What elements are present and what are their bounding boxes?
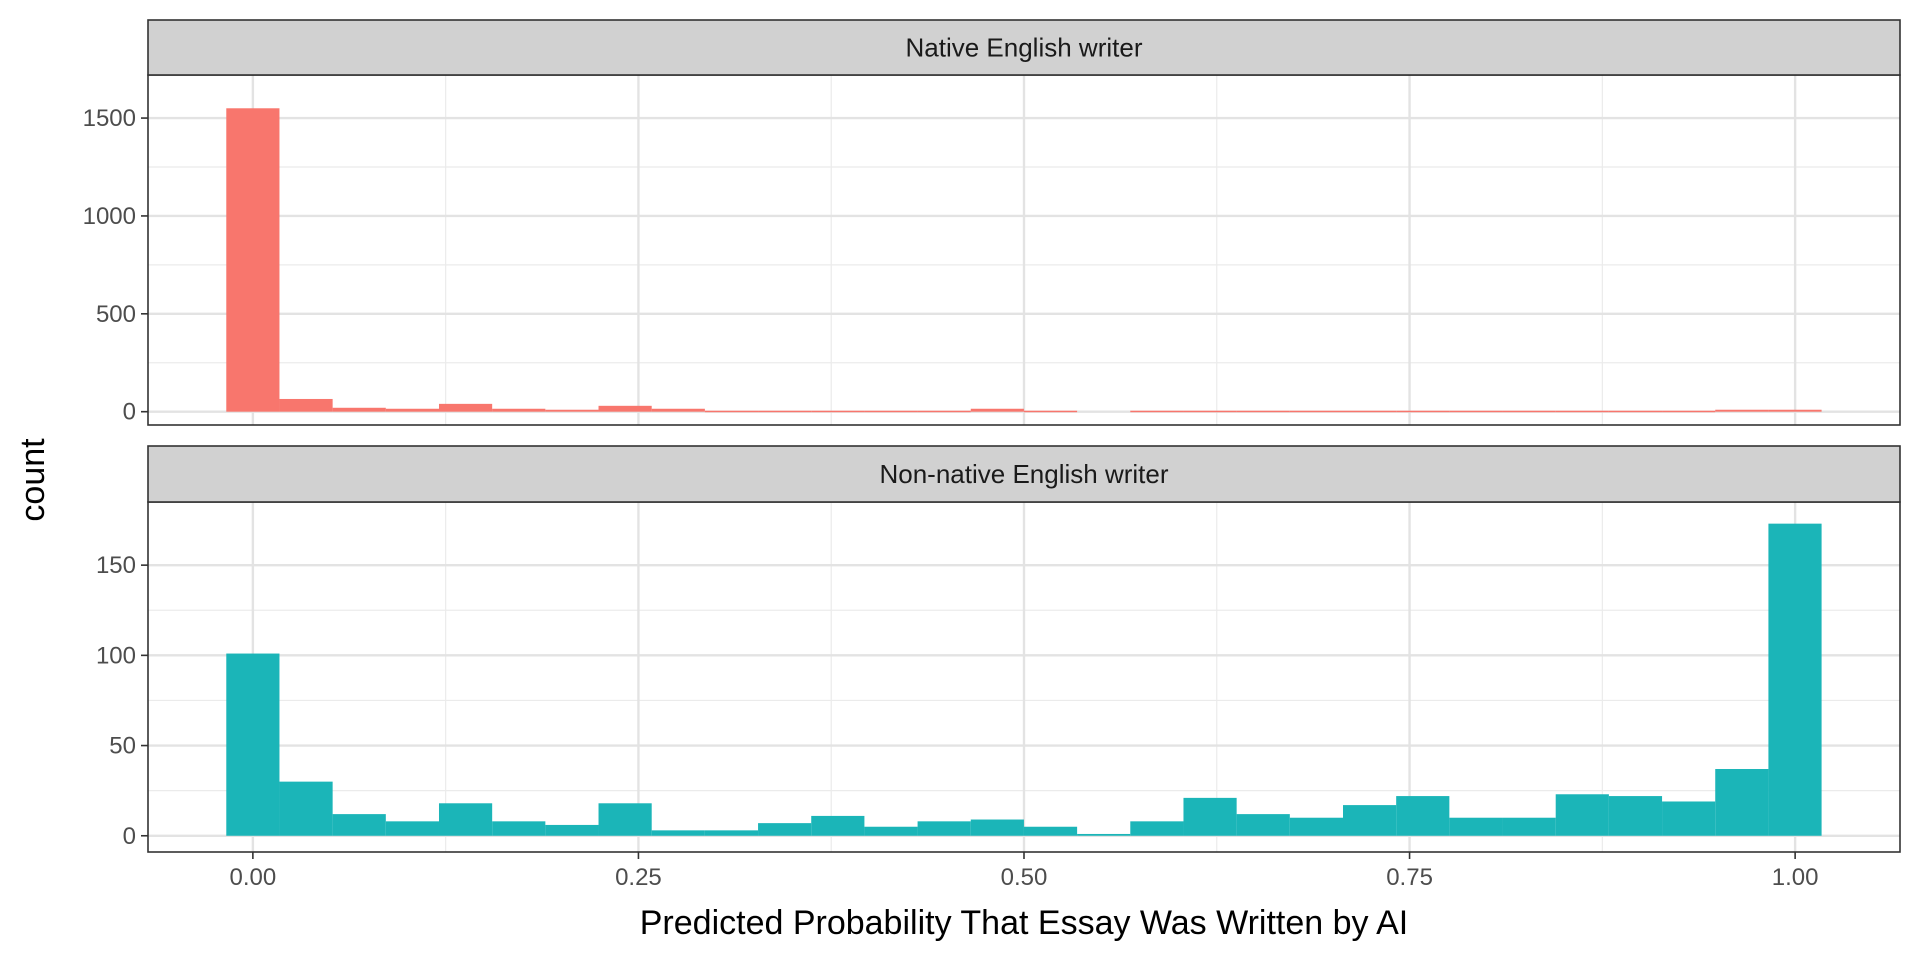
histogram-bar (1236, 814, 1290, 836)
facet-strip-label: Native English writer (906, 33, 1143, 63)
histogram-bar (1183, 410, 1237, 413)
histogram-bar (758, 410, 812, 413)
x-tick-label: 0.25 (615, 864, 662, 891)
histogram-bar (492, 408, 546, 412)
histogram-bar (970, 819, 1024, 836)
histogram-bar (1555, 410, 1609, 413)
x-tick-label: 0.75 (1386, 864, 1433, 891)
facet-panel-2: Non-native English writer 0 50 100 150 (96, 445, 1901, 853)
y-tick-label: 500 (96, 301, 136, 328)
histogram-bar (704, 410, 759, 413)
histogram-bar (704, 830, 759, 836)
histogram-bar (226, 108, 280, 412)
facet-panel-1: Native English writer 0 500 1000 1500 (83, 19, 1901, 426)
histogram-bar (1502, 410, 1556, 413)
histogram-bar (1396, 410, 1450, 413)
histogram-bar (1077, 833, 1131, 836)
histogram-bar (970, 408, 1024, 412)
histogram-bar (1342, 805, 1397, 836)
histogram-bar (1715, 769, 1769, 836)
y-tick-label: 100 (96, 642, 136, 669)
histogram-bar (438, 803, 493, 836)
y-tick-label: 50 (109, 733, 136, 760)
histogram-bar (438, 403, 493, 412)
histogram-bar (1608, 796, 1663, 836)
x-tick-label: 0.50 (1001, 864, 1048, 891)
histogram-bar (1130, 821, 1184, 836)
histogram-bar (226, 653, 280, 836)
histogram-bar (1449, 410, 1503, 413)
histogram-bar (1502, 817, 1556, 836)
facet-strip (147, 445, 1901, 503)
y-tick-label: 1000 (83, 203, 136, 230)
histogram-bar (1289, 817, 1343, 836)
histogram-bar (1130, 410, 1184, 413)
histogram-bar (651, 408, 705, 412)
histogram-bar (811, 815, 865, 836)
histogram-bar (864, 826, 918, 836)
histogram-bar (864, 410, 918, 413)
histogram-bar (279, 398, 333, 412)
histogram-bar (545, 824, 599, 836)
histogram-bar (917, 410, 971, 413)
histogram-bar (492, 821, 546, 836)
histogram-bar (385, 408, 439, 412)
x-tick-label: 0.00 (230, 864, 277, 891)
histogram-bar (1662, 410, 1716, 413)
histogram-bar (1662, 801, 1716, 836)
histogram-bar (332, 814, 386, 836)
histogram-bar (1608, 410, 1663, 413)
histogram-bar (598, 803, 652, 836)
histogram-bar (917, 821, 971, 836)
histogram-bar (1449, 817, 1503, 836)
histogram-bar (1342, 410, 1397, 413)
y-tick-label: 0 (123, 823, 136, 850)
y-tick-label: 150 (96, 552, 136, 579)
histogram-bar (279, 781, 333, 836)
histogram-bar (385, 821, 439, 836)
histogram-bar (1715, 409, 1769, 412)
histogram-bar (545, 409, 599, 412)
y-tick-label: 0 (123, 399, 136, 426)
histogram-bar (758, 823, 812, 836)
histogram-bar (1236, 410, 1290, 413)
histogram-bar (1289, 410, 1343, 413)
histogram-bar (651, 830, 705, 836)
histogram-bar (1183, 797, 1237, 836)
histogram-bar (598, 405, 652, 412)
y-tick-label: 1500 (83, 105, 136, 132)
facet-strip-label: Non-native English writer (879, 459, 1168, 489)
histogram-bar (1023, 410, 1078, 413)
facet-strip (147, 19, 1901, 76)
histogram-bar (1768, 523, 1822, 836)
histogram-bar (1768, 409, 1822, 412)
x-axis-title: Predicted Probability That Essay Was Wri… (640, 904, 1408, 942)
histogram-bar (332, 407, 386, 412)
x-tick-label: 1.00 (1772, 864, 1819, 891)
histogram-bar (1555, 794, 1609, 836)
histogram-bar (811, 410, 865, 413)
histogram-bar (1396, 796, 1450, 836)
histogram-bar (1023, 826, 1078, 836)
y-axis-title: count (14, 438, 52, 522)
